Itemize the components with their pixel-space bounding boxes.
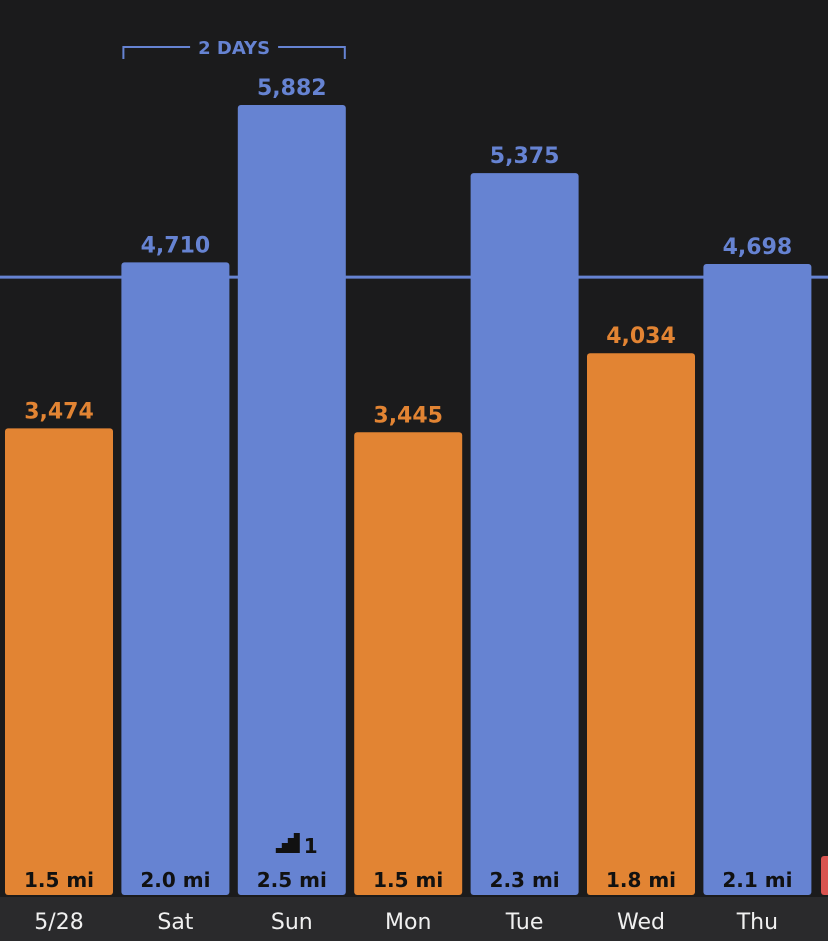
distance-label: 2.0 mi <box>140 868 210 892</box>
day-label: Sat <box>157 910 193 935</box>
value-label: 4,710 <box>141 233 211 258</box>
bar-Sat[interactable] <box>121 262 230 895</box>
bar-Wed[interactable] <box>587 353 695 895</box>
day-label: Mon <box>385 910 431 935</box>
streak-bracket: 2 DAYS <box>122 38 346 59</box>
distance-label: 2.1 mi <box>722 868 792 892</box>
bar-Mon[interactable] <box>354 432 463 895</box>
distance-label: 1.8 mi <box>606 868 676 892</box>
day-label: 5/28 <box>34 910 83 935</box>
value-label: 5,882 <box>257 76 327 101</box>
value-label: 3,474 <box>24 399 94 424</box>
badge: 1 <box>275 833 318 858</box>
distance-label: 1.5 mi <box>373 868 443 892</box>
day-label: Sun <box>271 910 313 935</box>
next-day-bar <box>821 856 828 895</box>
distance-label: 2.3 mi <box>490 868 560 892</box>
bar-Tue[interactable] <box>470 173 579 896</box>
distance-label: 2.5 mi <box>257 868 327 892</box>
bar-Sun[interactable] <box>237 105 346 895</box>
day-label: Wed <box>617 910 665 935</box>
day-axis-bar <box>0 897 828 941</box>
bars-layer: 3,474 1.5 mi 5/28 4,710 2.0 mi Sat 5,882 2.5 mi… <box>5 76 828 935</box>
bar-Thu[interactable] <box>703 264 812 895</box>
value-label: 3,445 <box>373 403 443 428</box>
stairs-icon <box>275 833 300 853</box>
bar-5/28[interactable] <box>5 428 113 895</box>
badge-value: 1 <box>304 834 318 858</box>
day-label: Tue <box>505 910 544 935</box>
value-label: 4,698 <box>723 235 793 260</box>
distance-label: 1.5 mi <box>24 868 94 892</box>
streak-bracket-line <box>122 46 346 59</box>
value-label: 4,034 <box>606 324 676 349</box>
value-label: 5,375 <box>490 144 560 169</box>
day-label: Thu <box>736 910 778 935</box>
streak-label: 2 DAYS <box>198 38 270 59</box>
